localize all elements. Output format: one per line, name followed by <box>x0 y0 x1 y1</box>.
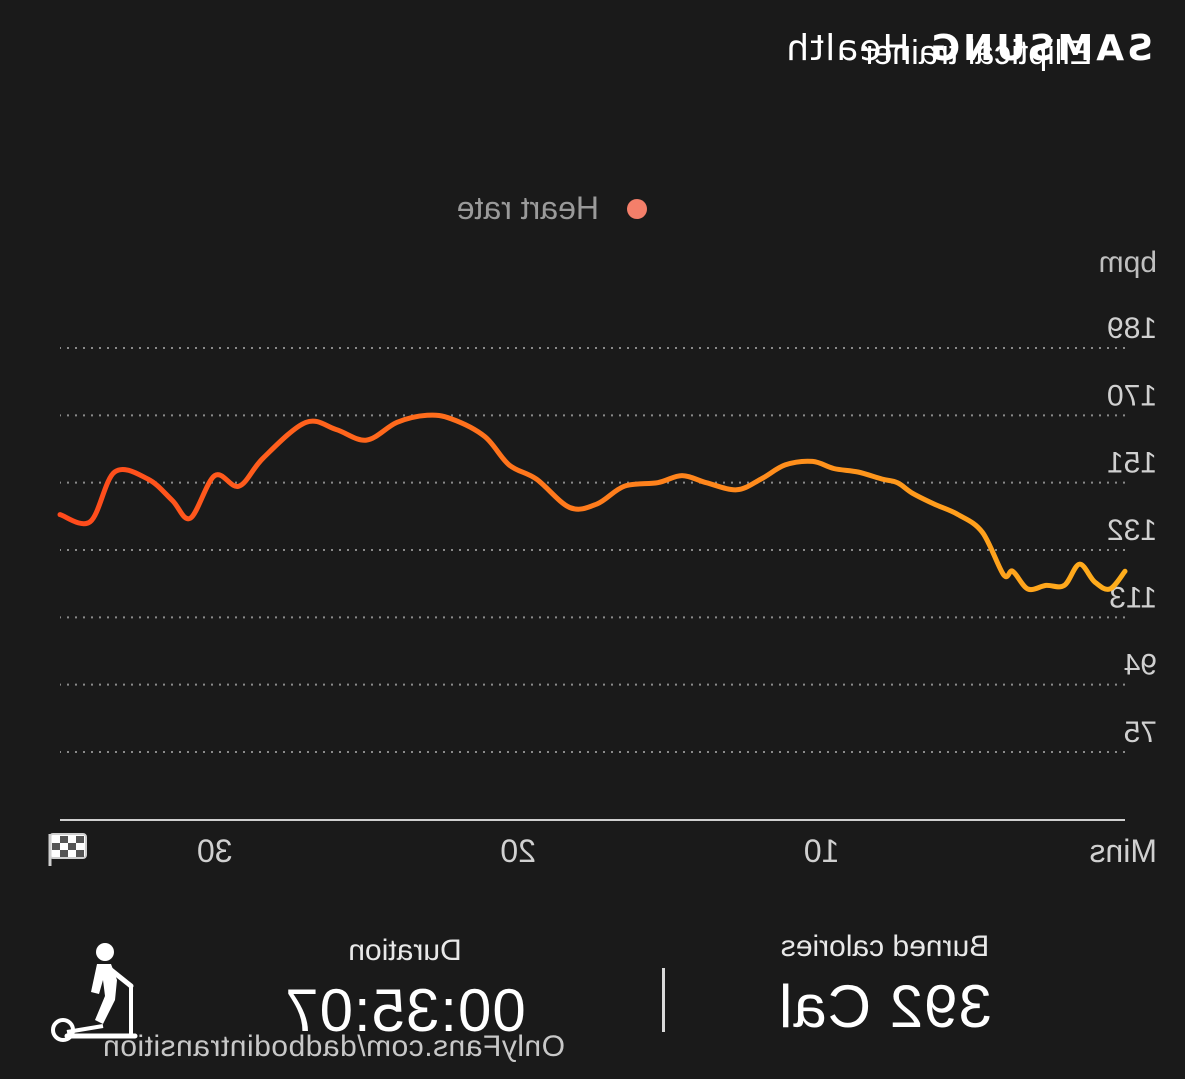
y-tick-label: 94 <box>1124 649 1157 682</box>
x-tick-label: 20 <box>500 833 536 869</box>
y-tick-label: 75 <box>1124 716 1157 749</box>
x-axis-title: Mins <box>1089 833 1157 869</box>
y-tick-label: 189 <box>1107 312 1157 345</box>
legend-dot <box>627 198 647 219</box>
y-tick-label: 151 <box>1107 447 1157 480</box>
watermark: OnlyFans.com/dadbodintransition <box>102 1030 565 1063</box>
heart-rate-line <box>57 412 1128 593</box>
calories-value: 392 Cal <box>778 973 992 1040</box>
heart-rate-chart: bpm 189 170 151 132 113 94 75 Mins 10 20 30 <box>48 246 1157 869</box>
elliptical-trainer-icon <box>51 943 138 1042</box>
duration-label: Duration <box>348 934 462 967</box>
x-tick-label: 30 <box>197 833 233 869</box>
y-axis-unit: bpm <box>1099 246 1157 279</box>
y-tick-label: 170 <box>1107 379 1157 412</box>
workout-stats: Burned calories 392 Cal Duration 00:35:0… <box>0 920 1185 1060</box>
chart-axes: bpm 189 170 151 132 113 94 75 Mins 10 20 30 <box>48 246 1157 869</box>
chart-grid <box>60 347 1125 753</box>
duration-stat: Duration 00:35:07 <box>255 934 555 1045</box>
y-tick-label: 113 <box>1109 581 1157 614</box>
finish-flag-icon <box>48 833 87 866</box>
calories-stat: Burned calories 392 Cal <box>735 930 1035 1041</box>
chart-series <box>57 412 1128 593</box>
chart-legend: Heart rate <box>457 190 647 227</box>
legend-label: Heart rate <box>456 190 599 226</box>
y-tick-label: 132 <box>1107 514 1157 547</box>
calories-label: Burned calories <box>780 930 990 963</box>
stats-divider <box>662 968 665 1032</box>
x-tick-label: 10 <box>804 833 840 869</box>
workout-title: Elliptical trainer <box>862 34 1093 72</box>
